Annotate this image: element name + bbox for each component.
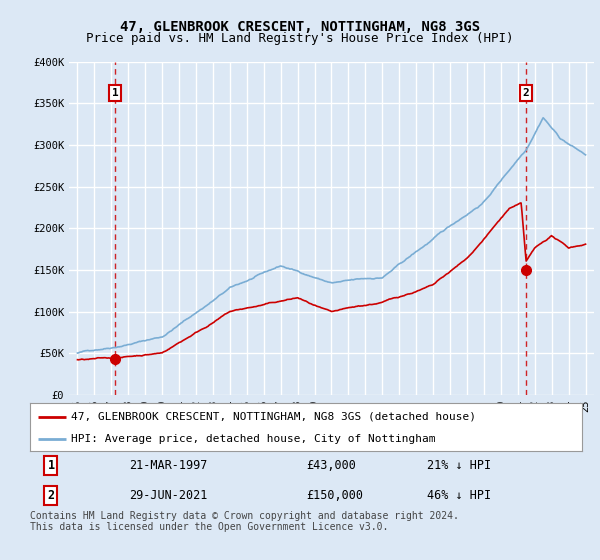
Text: 47, GLENBROOK CRESCENT, NOTTINGHAM, NG8 3GS (detached house): 47, GLENBROOK CRESCENT, NOTTINGHAM, NG8 … — [71, 412, 476, 422]
Text: Price paid vs. HM Land Registry's House Price Index (HPI): Price paid vs. HM Land Registry's House … — [86, 32, 514, 45]
Text: 2: 2 — [47, 488, 55, 502]
Text: 1: 1 — [47, 459, 55, 472]
Text: 47, GLENBROOK CRESCENT, NOTTINGHAM, NG8 3GS: 47, GLENBROOK CRESCENT, NOTTINGHAM, NG8 … — [120, 20, 480, 34]
Text: Contains HM Land Registry data © Crown copyright and database right 2024.
This d: Contains HM Land Registry data © Crown c… — [30, 511, 459, 533]
Text: 46% ↓ HPI: 46% ↓ HPI — [427, 488, 491, 502]
Text: £150,000: £150,000 — [306, 488, 363, 502]
Text: 21% ↓ HPI: 21% ↓ HPI — [427, 459, 491, 472]
Text: 1: 1 — [112, 88, 118, 98]
Text: 21-MAR-1997: 21-MAR-1997 — [130, 459, 208, 472]
Text: 29-JUN-2021: 29-JUN-2021 — [130, 488, 208, 502]
Text: 2: 2 — [523, 88, 529, 98]
Text: HPI: Average price, detached house, City of Nottingham: HPI: Average price, detached house, City… — [71, 434, 436, 444]
Text: £43,000: £43,000 — [306, 459, 356, 472]
